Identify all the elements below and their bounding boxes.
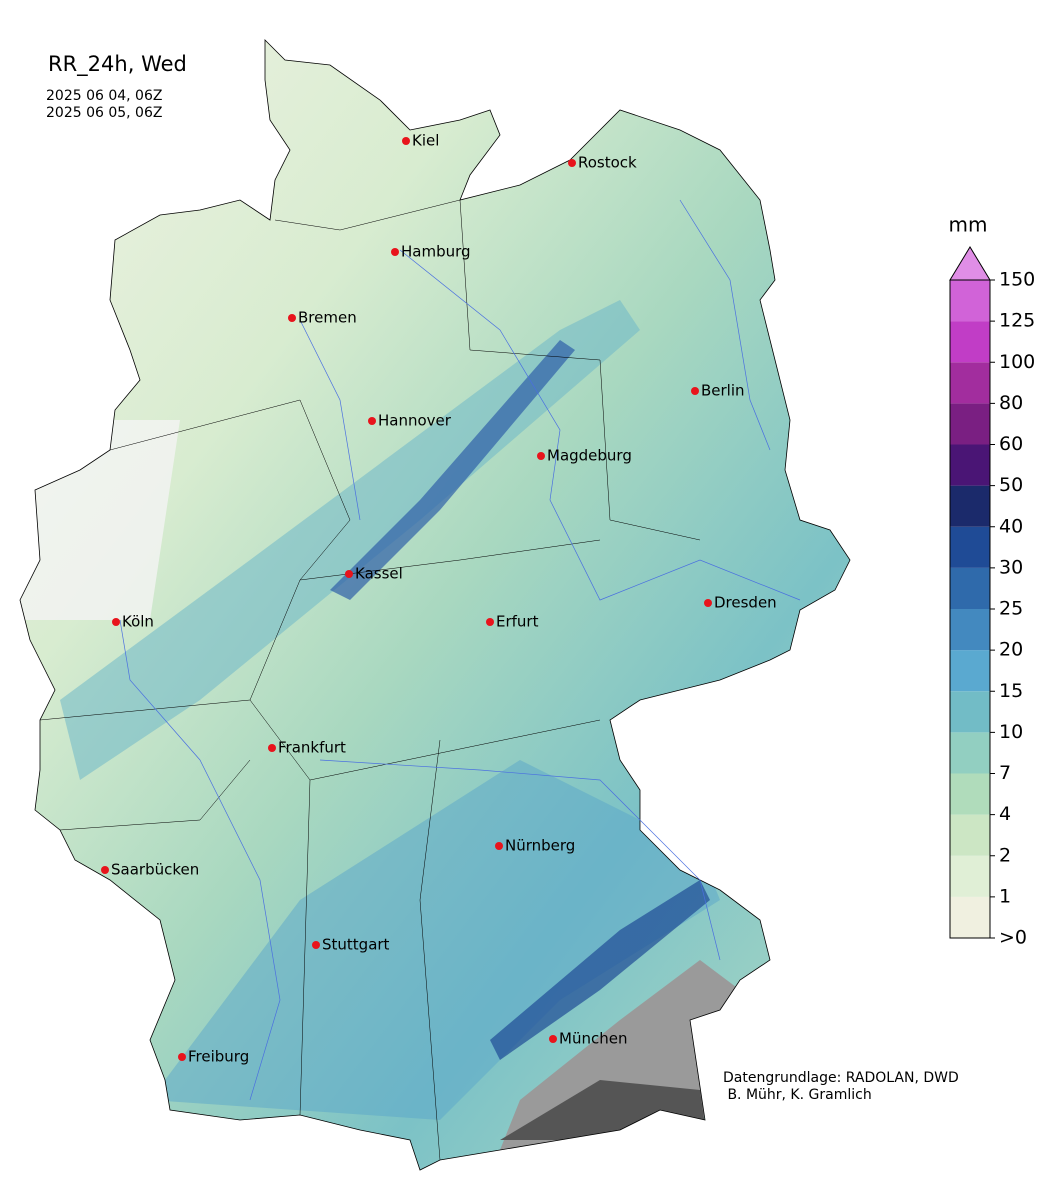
colorbar-bin <box>950 362 990 404</box>
city-label: München <box>559 1030 627 1048</box>
date: 2025 06 04, 06Z <box>46 88 162 104</box>
city-label: Hannover <box>378 412 452 430</box>
city-label: Frankfurt <box>278 739 346 757</box>
colorbar-bin <box>950 732 990 774</box>
city-label: Hamburg <box>401 243 471 261</box>
credit: Datengrundlage: RADOLAN, DWD <box>723 1070 959 1086</box>
city-marker <box>268 744 276 752</box>
city-label: Dresden <box>714 594 777 612</box>
colorbar-tick-label: 100 <box>999 351 1035 373</box>
city-marker <box>568 159 576 167</box>
colorbar-tick-label: 60 <box>999 433 1023 455</box>
city-marker <box>486 618 494 626</box>
rivers <box>119 199 801 1101</box>
city-label: Saarbücken <box>111 861 199 879</box>
state-borders <box>39 199 701 1161</box>
city-marker <box>288 314 296 322</box>
colorbar-tick-label: 25 <box>999 598 1023 620</box>
colorbar-tick-label: 15 <box>999 680 1023 702</box>
city-marker <box>691 387 699 395</box>
date: 2025 06 05, 06Z <box>46 105 162 121</box>
title: RR_24h, Wed <box>48 52 187 77</box>
colorbar-unit: mm <box>949 213 988 237</box>
city-label: Berlin <box>701 382 745 400</box>
colorbar-tick-label: 7 <box>999 762 1011 784</box>
credit: B. Mühr, K. Gramlich <box>723 1087 872 1103</box>
city-marker <box>112 618 120 626</box>
colorbar-bin <box>950 526 990 568</box>
colorbar-bin <box>950 814 990 856</box>
colorbar-bin <box>950 896 990 938</box>
colorbar-tick-label: 4 <box>999 803 1011 825</box>
colorbar-bin <box>950 609 990 651</box>
colorbar-bin <box>950 691 990 733</box>
colorbar-tick-label: 2 <box>999 844 1011 866</box>
colorbar-tick-label: 80 <box>999 392 1023 414</box>
city-marker <box>537 452 545 460</box>
city-label: Freiburg <box>188 1048 249 1066</box>
city-label: Stuttgart <box>322 936 390 954</box>
colorbar-bin <box>950 650 990 692</box>
colorbar-bin <box>950 855 990 897</box>
city-label: Kiel <box>412 132 439 150</box>
city-marker <box>549 1035 557 1043</box>
colorbar-tick-label: 150 <box>999 269 1035 291</box>
city-label: Erfurt <box>496 613 539 631</box>
colorbar-tick-label: 50 <box>999 474 1023 496</box>
colorbar-bin <box>950 403 990 445</box>
colorbar-bin <box>950 485 990 527</box>
colorbar-bin <box>950 321 990 363</box>
city-marker <box>178 1053 186 1061</box>
city-label: Nürnberg <box>505 837 575 855</box>
city-label: Bremen <box>298 309 357 327</box>
city-marker <box>402 137 410 145</box>
city-marker <box>101 866 109 874</box>
city-marker <box>345 570 353 578</box>
precip-field <box>20 40 850 1170</box>
colorbar-tick-label: 125 <box>999 310 1035 332</box>
colorbar-bin <box>950 567 990 609</box>
colorbar-tick-label: 20 <box>999 639 1023 661</box>
colorbar-bin <box>950 773 990 815</box>
colorbar-extend <box>949 246 991 281</box>
colorbar-bin <box>950 280 990 322</box>
city-marker <box>704 599 712 607</box>
city-label: Rostock <box>578 154 637 172</box>
city-marker <box>368 417 376 425</box>
city-label: Kassel <box>355 565 403 583</box>
city-marker <box>391 248 399 256</box>
colorbar-tick-label: 30 <box>999 556 1023 578</box>
colorbar-bin <box>950 444 990 486</box>
city-marker <box>495 842 503 850</box>
city-label: Magdeburg <box>547 447 632 465</box>
colorbar-tick-label: 10 <box>999 721 1023 743</box>
colorbar-tick-label: 40 <box>999 515 1023 537</box>
city-marker <box>312 941 320 949</box>
city-label: Köln <box>122 613 154 631</box>
colorbar-tick-label: 1 <box>999 885 1011 907</box>
colorbar-tick-label: >0 <box>999 927 1027 949</box>
